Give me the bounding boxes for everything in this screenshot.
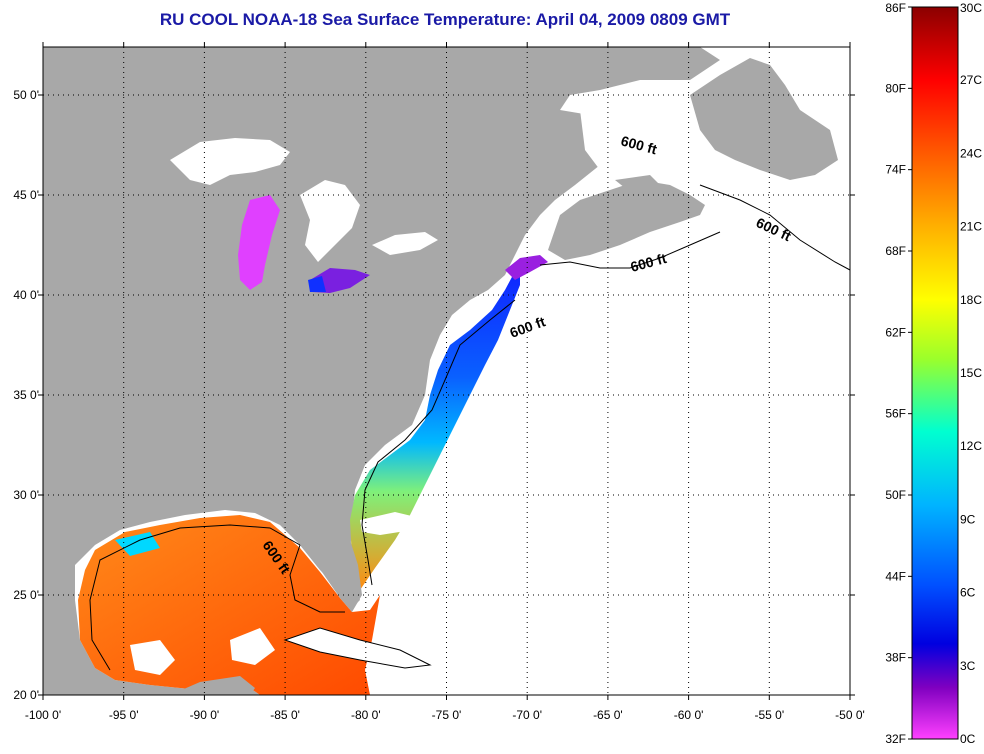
gulf-cyan-patch: [115, 532, 160, 556]
isobath-contour-gulf: [89, 524, 345, 671]
colorbar-c-label: 12C: [960, 439, 982, 453]
lake-erie-sst: [310, 268, 370, 293]
lat-tick-label: 40 0': [13, 288, 39, 302]
graticule: [43, 47, 850, 695]
lon-tick-label: -70 0': [512, 708, 542, 722]
land-north-america: [43, 47, 720, 695]
lat-tick-label: 45 0': [13, 188, 39, 202]
colorbar-f-label: 56F: [885, 407, 906, 421]
colorbar-c-label: 27C: [960, 73, 982, 87]
isobath-contour-shelf: [361, 299, 516, 586]
atlantic-sst-swath: [350, 262, 520, 590]
colorbar-gradient: [911, 6, 959, 740]
colorbar-fahrenheit-labels: 86F 80F 74F 68F 62F 56F 50F 44F 38F 32F: [885, 1, 912, 746]
lake-superior: [170, 138, 290, 185]
lon-tick-label: -55 0': [754, 708, 784, 722]
longitude-axis: -100 0' -95 0' -90 0' -85 0' -80 0' -75 0' -70…: [25, 42, 865, 722]
colorbar-c-label: 30C: [960, 1, 982, 15]
lon-tick-label: -65 0': [593, 708, 623, 722]
latitude-axis: 50 0' 45 0' 40 0' 35 0' 30 0' 25 0' 20 0': [13, 88, 855, 702]
colorbar-c-label: 24C: [960, 146, 982, 160]
isobath-contour-east: [699, 184, 850, 271]
lon-tick-label: -50 0': [835, 708, 865, 722]
land-cuba: [283, 627, 432, 669]
colorbar-f-label: 38F: [885, 651, 906, 665]
lon-tick-label: -85 0': [270, 708, 300, 722]
land-anticosti: [615, 175, 660, 192]
lon-tick-label: -75 0': [432, 708, 462, 722]
colorbar-f-label: 80F: [885, 81, 906, 95]
colorbar-c-label: 15C: [960, 366, 982, 380]
map-area: [43, 47, 850, 695]
colorbar-f-label: 86F: [885, 1, 906, 15]
lake-huron: [300, 180, 360, 262]
colorbar-celsius-labels: 30C 27C 24C 21C 18C 15C 12C 9C 6C 3C 0C: [960, 1, 982, 746]
colorbar-c-label: 6C: [960, 586, 976, 600]
lake-erie-sst-west: [308, 276, 326, 292]
atlantic-cloud-band: [360, 512, 420, 535]
lat-tick-label: 30 0': [13, 488, 39, 502]
colorbar-f-label: 74F: [885, 163, 906, 177]
colorbar-f-label: 44F: [885, 569, 906, 583]
lat-tick-label: 25 0': [13, 588, 39, 602]
gulf-st-lawrence: [580, 100, 700, 175]
colorbar-c-label: 21C: [960, 220, 982, 234]
lon-tick-label: -95 0': [109, 708, 139, 722]
lat-tick-label: 20 0': [13, 688, 39, 702]
colorbar-f-label: 68F: [885, 244, 906, 258]
isobath-contour-ne: [539, 231, 721, 269]
gulf-white-cloud-2: [230, 628, 275, 665]
lon-tick-label: -60 0': [674, 708, 704, 722]
land-florida: [300, 540, 362, 612]
colorbar-f-label: 50F: [885, 488, 906, 502]
lat-tick-label: 35 0': [13, 388, 39, 402]
colorbar: 86F 80F 74F 68F 62F 56F 50F 44F 38F 32F 30C 27C 24C…: [885, 1, 982, 746]
colorbar-f-label: 32F: [885, 732, 906, 746]
gulf-white-cloud-1: [130, 640, 175, 675]
colorbar-c-label: 9C: [960, 512, 976, 526]
lon-tick-label: -100 0': [25, 708, 61, 722]
colorbar-c-label: 18C: [960, 293, 982, 307]
lake-michigan-sst: [238, 195, 280, 290]
lake-ontario: [372, 232, 438, 255]
land-yucatan: [170, 676, 255, 695]
map-title: RU COOL NOAA-18 Sea Surface Temperature:…: [159, 10, 731, 29]
land-maritimes: [548, 180, 705, 260]
lon-tick-label: -80 0': [351, 708, 381, 722]
gulf-of-maine-sst: [505, 255, 548, 280]
colorbar-f-label: 62F: [885, 325, 906, 339]
land-newfoundland: [690, 58, 838, 180]
colorbar-c-label: 0C: [960, 732, 976, 746]
colorbar-c-label: 3C: [960, 659, 976, 673]
lon-tick-label: -90 0': [190, 708, 220, 722]
lat-tick-label: 50 0': [13, 88, 39, 102]
